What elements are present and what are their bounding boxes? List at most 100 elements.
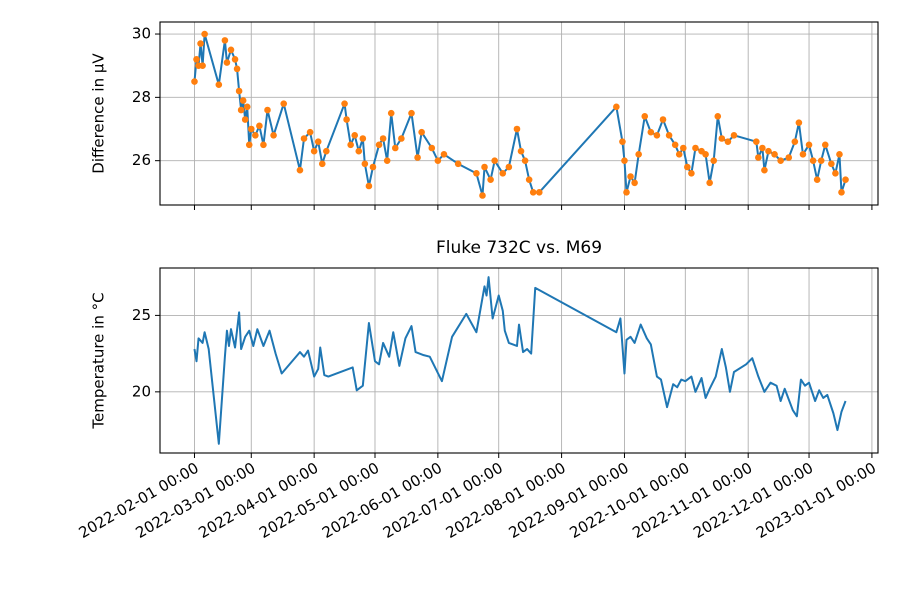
data-point bbox=[688, 170, 695, 177]
data-point bbox=[730, 132, 738, 139]
data-point bbox=[635, 151, 642, 158]
data-point bbox=[785, 154, 793, 161]
data-point bbox=[369, 163, 377, 171]
data-point bbox=[239, 97, 247, 104]
data-point bbox=[828, 160, 835, 168]
data-point bbox=[231, 56, 239, 63]
data-point bbox=[499, 170, 507, 177]
data-point bbox=[481, 163, 488, 171]
data-point bbox=[665, 132, 673, 139]
data-point bbox=[679, 144, 687, 152]
data-point bbox=[765, 147, 772, 155]
data-point bbox=[809, 157, 817, 164]
data-point bbox=[659, 116, 667, 123]
data-point bbox=[351, 132, 359, 139]
data-point bbox=[256, 122, 263, 130]
data-point bbox=[623, 189, 630, 196]
data-point bbox=[759, 144, 766, 152]
data-point bbox=[529, 189, 537, 196]
data-point bbox=[270, 132, 277, 139]
data-point bbox=[821, 141, 829, 149]
data-point bbox=[408, 109, 415, 117]
data-point bbox=[318, 160, 326, 168]
data-point bbox=[692, 144, 699, 152]
data-point bbox=[836, 151, 843, 158]
data-point bbox=[398, 135, 405, 142]
data-point bbox=[323, 147, 330, 155]
data-point bbox=[535, 189, 543, 196]
data-point bbox=[521, 157, 529, 164]
data-point bbox=[479, 192, 486, 199]
data-point bbox=[647, 128, 655, 136]
data-point bbox=[237, 106, 245, 114]
data-point bbox=[241, 116, 249, 123]
data-point bbox=[454, 160, 462, 168]
data-point bbox=[414, 154, 421, 161]
y-tick-label: 25 bbox=[132, 306, 151, 324]
data-point bbox=[247, 125, 255, 133]
data-point bbox=[359, 135, 367, 142]
data-point bbox=[383, 157, 391, 164]
data-point bbox=[233, 65, 241, 73]
data-point bbox=[347, 141, 354, 149]
data-point bbox=[296, 166, 304, 174]
data-point bbox=[379, 135, 387, 142]
data-point bbox=[631, 179, 638, 187]
data-point bbox=[505, 163, 513, 171]
data-point bbox=[235, 87, 243, 95]
data-point bbox=[387, 109, 395, 117]
data-point bbox=[832, 170, 839, 177]
data-point bbox=[191, 78, 198, 85]
data-point bbox=[375, 141, 383, 149]
data-point bbox=[223, 59, 231, 66]
data-point bbox=[264, 106, 271, 114]
data-point bbox=[675, 151, 683, 158]
data-point bbox=[813, 176, 821, 183]
data-point bbox=[310, 147, 318, 155]
data-point bbox=[215, 81, 223, 88]
y-tick-label: 30 bbox=[132, 25, 151, 43]
y-tick-label: 28 bbox=[132, 88, 151, 106]
data-point bbox=[755, 154, 762, 161]
data-point bbox=[753, 138, 760, 145]
data-point bbox=[613, 103, 620, 111]
data-point bbox=[842, 176, 849, 183]
data-point bbox=[440, 151, 448, 158]
data-point bbox=[201, 30, 208, 38]
data-point bbox=[341, 100, 348, 107]
data-point bbox=[434, 157, 442, 164]
data-point bbox=[805, 141, 813, 149]
data-point bbox=[817, 157, 825, 164]
plot-area bbox=[193, 276, 847, 445]
data-point bbox=[252, 132, 259, 139]
data-point bbox=[706, 179, 713, 187]
data-point bbox=[724, 138, 732, 145]
data-point bbox=[714, 113, 722, 120]
x-tick-label: 2023-01-01 00:00 bbox=[753, 459, 879, 542]
data-point bbox=[355, 147, 363, 155]
plot-area bbox=[191, 30, 849, 199]
data-point bbox=[280, 100, 288, 107]
data-point bbox=[799, 151, 807, 158]
data-point bbox=[243, 103, 251, 111]
y-tick-label: 20 bbox=[132, 382, 151, 400]
data-point bbox=[306, 128, 314, 136]
data-point bbox=[627, 173, 634, 180]
y-tick-label: 26 bbox=[132, 151, 151, 169]
data-point bbox=[653, 132, 661, 139]
data-point bbox=[300, 135, 308, 142]
data-point bbox=[365, 182, 373, 190]
data-point bbox=[418, 128, 425, 136]
data-point bbox=[671, 141, 679, 149]
data-point bbox=[361, 160, 369, 168]
data-point bbox=[838, 189, 845, 196]
data-point bbox=[718, 135, 726, 142]
data-point bbox=[525, 176, 533, 183]
axes-frame bbox=[159, 267, 879, 454]
data-point bbox=[619, 138, 626, 145]
data-point bbox=[473, 170, 480, 177]
data-point bbox=[777, 157, 784, 164]
data-line bbox=[193, 276, 847, 445]
data-point bbox=[227, 46, 235, 54]
